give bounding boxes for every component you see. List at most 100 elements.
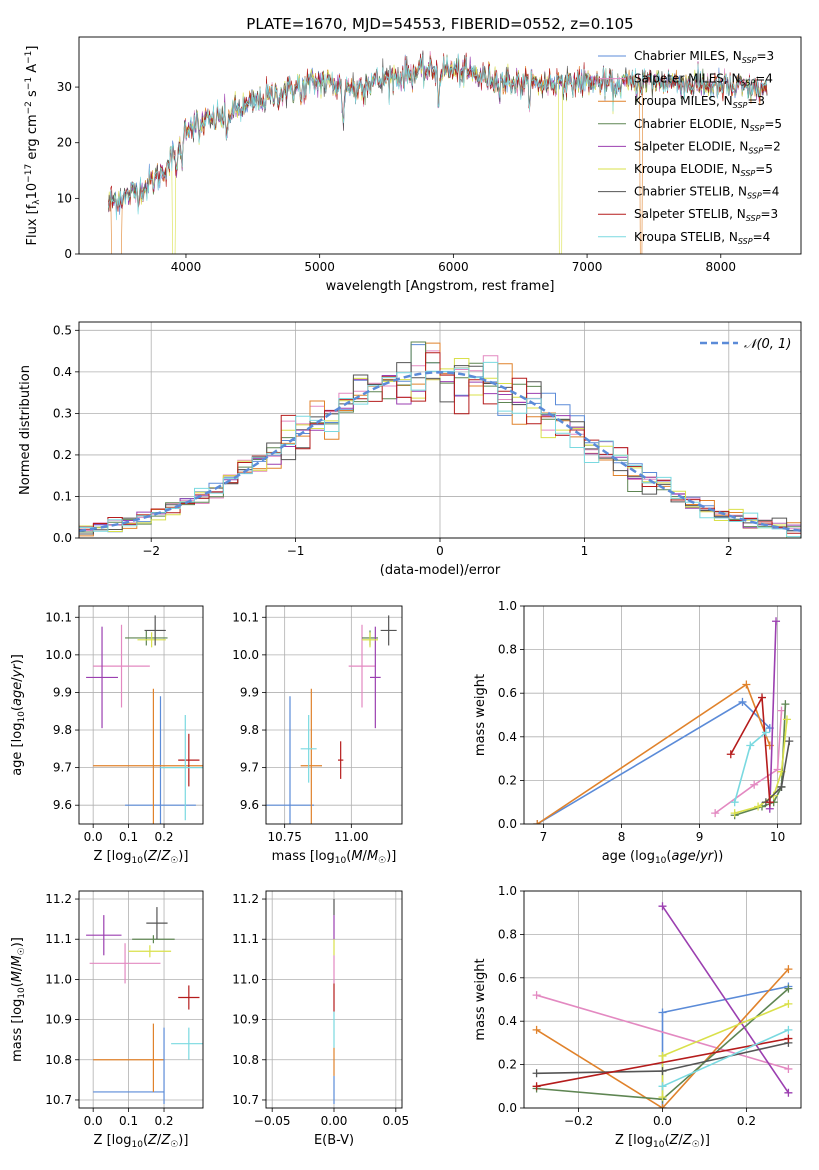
- y-tick-label: 11.0: [45, 972, 72, 986]
- y-tick-label: 10.8: [45, 1053, 72, 1067]
- axes-frame: [265, 890, 403, 1109]
- x-tick-label: 10: [770, 830, 785, 844]
- y-tick-label: 11.1: [232, 932, 259, 946]
- axes-frame: [78, 321, 802, 539]
- weight-marker: [784, 999, 793, 1008]
- mass-weight-vs-age-panel: 7 8 9 10 0.0 0.2 0.4 0.6 0.8 1.0 age (log10(age/yr…: [473, 599, 802, 866]
- x-tick-label: 4000: [171, 260, 202, 274]
- x-tick-label: −2: [142, 544, 160, 558]
- y-tick-label: 0.1: [53, 489, 72, 503]
- plot-area: [532, 902, 793, 1108]
- legend-entry: Kroupa MILES, NSSP=3: [634, 94, 765, 110]
- x-tick-label: 8000: [706, 260, 737, 274]
- weight-marker: [757, 693, 766, 702]
- plot-area: [86, 907, 203, 1104]
- y-tick-label: 11.1: [45, 932, 72, 946]
- weight-marker: [658, 1008, 667, 1017]
- y-tick-label: 11.0: [232, 972, 259, 986]
- y-tick-label: 0.8: [498, 927, 517, 941]
- y-axis-label: Normed distribution: [18, 365, 33, 495]
- weight-marker: [784, 965, 793, 974]
- weight-marker: [533, 820, 542, 824]
- legend-entry: Chabrier STELIB, NSSP=4: [634, 185, 779, 201]
- weight-marker: [738, 697, 747, 706]
- y-tick-label: 10.8: [232, 1053, 259, 1067]
- weight-marker: [754, 802, 763, 811]
- x-axis-label: mass [log10(M/M☉)]: [272, 849, 397, 866]
- mass-vs-ebv-panel: −0.05 0.00 0.05 10.7 10.8 10.9 11.0 11.1 11.2 E(B…: [232, 890, 409, 1148]
- weight-line-salpeter-stelib: [730, 694, 771, 803]
- y-tick-label: 9.7: [53, 761, 72, 775]
- plot-area: [86, 615, 203, 824]
- weight-line-salpeter-elodie: [661, 905, 790, 1094]
- y-tick-label: 10.9: [232, 1013, 259, 1027]
- y-tick-label: 10.1: [232, 610, 259, 624]
- weight-marker: [532, 1069, 541, 1078]
- x-tick-label: 10.75: [267, 830, 301, 844]
- legend-entry: 𝒩(0, 1): [744, 337, 791, 352]
- weight-marker: [761, 728, 770, 737]
- weight-marker: [746, 741, 755, 750]
- y-tick-label: 0.2: [498, 1058, 517, 1072]
- y-tick-label: 1.0: [498, 884, 517, 898]
- y-tick-label: 0.4: [498, 730, 517, 744]
- y-tick-label: 0.4: [53, 365, 72, 379]
- y-tick-label: 9.6: [240, 798, 259, 812]
- y-tick-label: 0.2: [498, 773, 517, 787]
- weight-marker: [777, 782, 786, 791]
- x-tick-label: 0.0: [653, 1114, 672, 1128]
- weight-marker: [784, 1025, 793, 1034]
- y-axis-label: age [log10(age/yr)]: [10, 654, 27, 776]
- x-tick-label: 0.2: [154, 1114, 173, 1128]
- weight-line-salpeter-miles: [536, 994, 789, 1070]
- y-tick-label: 10: [57, 191, 72, 205]
- axes-frame: [78, 36, 802, 255]
- y-tick-label: 0.6: [498, 971, 517, 985]
- legend-entry: Chabrier MILES, NSSP=3: [634, 49, 774, 65]
- y-tick-label: 9.8: [240, 723, 259, 737]
- y-tick-label: 10.9: [45, 1013, 72, 1027]
- y-tick-label: 9.7: [240, 761, 259, 775]
- weight-marker: [532, 1025, 541, 1034]
- y-tick-label: 10.0: [45, 648, 72, 662]
- plot-area: [533, 617, 794, 824]
- y-tick-label: 11.2: [232, 892, 259, 906]
- weight-line-salpeter-elodie: [769, 621, 777, 809]
- legend-entry: Salpeter STELIB, NSSP=3: [634, 207, 778, 223]
- weight-marker: [784, 1064, 793, 1073]
- legend-entry: Salpeter ELODIE, NSSP=2: [634, 139, 781, 155]
- y-tick-label: 0.0: [53, 531, 72, 545]
- weight-marker: [781, 700, 790, 709]
- y-tick-label: 9.9: [240, 685, 259, 699]
- x-tick-label: 0.05: [382, 1114, 409, 1128]
- y-tick-label: 0.2: [53, 448, 72, 462]
- x-tick-label: 0.1: [119, 1114, 138, 1128]
- weight-marker: [750, 780, 759, 789]
- weight-line-kroupa-stelib: [662, 1029, 789, 1088]
- y-tick-label: 10.0: [232, 648, 259, 662]
- x-tick-label: 0.2: [154, 830, 173, 844]
- x-axis-label: Z [log10(Z/Z☉)]: [94, 849, 189, 866]
- y-tick-label: 20: [57, 136, 72, 150]
- y-tick-label: 0.4: [498, 1014, 517, 1028]
- weight-line-salpeter-stelib: [536, 1037, 789, 1088]
- figure-title: PLATE=1670, MJD=54553, FIBERID=0552, z=0…: [246, 15, 633, 33]
- weight-marker: [785, 737, 794, 746]
- x-tick-label: −1: [287, 544, 305, 558]
- x-tick-label: 2: [725, 544, 733, 558]
- y-tick-label: 9.6: [53, 798, 72, 812]
- x-tick-label: 7: [540, 830, 548, 844]
- weight-marker: [658, 1082, 667, 1091]
- axes-frame: [523, 890, 802, 1109]
- x-axis-label: age (log10(age/yr)): [602, 849, 724, 866]
- age-vs-mass-panel: 10.75 11.00 9.6 9.7 9.8 9.9 10.0 10.1 mass [log1…: [232, 605, 403, 866]
- weight-marker: [532, 1082, 541, 1091]
- x-tick-label: 6000: [438, 260, 469, 274]
- x-tick-label: 9: [696, 830, 704, 844]
- weight-marker: [777, 706, 786, 715]
- axes-frame: [78, 605, 204, 825]
- weight-marker: [772, 617, 781, 626]
- y-axis-label: Flux [fλ10−17 erg cm−2 s−1 A−1]: [24, 46, 42, 246]
- weight-marker: [765, 798, 774, 807]
- legend-entry: Salpeter MILES, NSSP=4: [634, 72, 773, 88]
